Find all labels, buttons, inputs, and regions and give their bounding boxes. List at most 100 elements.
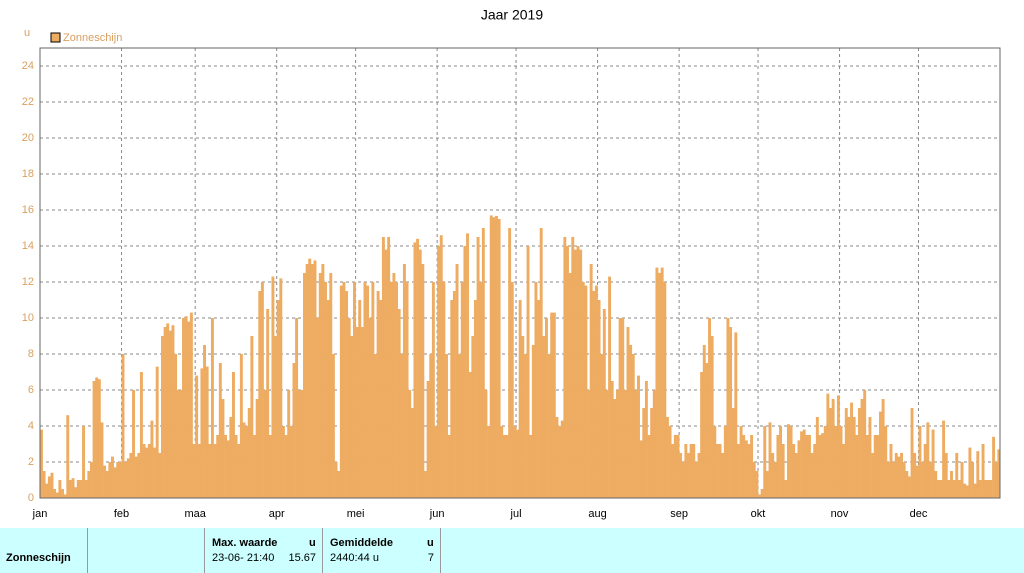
bar <box>429 354 433 498</box>
bar <box>103 465 107 498</box>
bar <box>773 462 777 498</box>
bar <box>886 462 890 498</box>
header: u <box>427 537 434 549</box>
bar <box>623 390 627 498</box>
x-tick-label: aug <box>588 508 606 520</box>
bar <box>89 462 93 498</box>
bar <box>850 402 854 498</box>
bar <box>155 366 159 498</box>
bar <box>594 285 598 498</box>
bar <box>821 433 825 498</box>
bar <box>550 312 554 498</box>
bar <box>205 366 209 498</box>
bar <box>694 462 698 498</box>
bar <box>752 462 756 498</box>
bar <box>489 215 493 498</box>
bar <box>153 447 157 498</box>
y-tick-label: 12 <box>22 276 34 288</box>
bar <box>939 480 943 498</box>
bar <box>313 260 317 498</box>
bar <box>655 267 659 498</box>
bar <box>232 372 235 498</box>
bar <box>942 420 946 498</box>
bar <box>689 444 693 498</box>
bar <box>126 458 130 498</box>
bar <box>510 282 514 498</box>
bar <box>976 451 980 498</box>
bar <box>663 282 667 498</box>
bar <box>736 444 740 498</box>
bar <box>587 390 590 498</box>
bar <box>163 327 167 498</box>
bar <box>718 444 722 498</box>
bar <box>137 453 141 498</box>
bar <box>692 444 696 498</box>
cell-text: 15.67 <box>288 552 316 564</box>
bar <box>986 480 990 498</box>
bar <box>350 336 354 498</box>
bar <box>321 264 325 498</box>
bar <box>894 453 898 498</box>
bar <box>160 336 164 498</box>
bar <box>195 375 199 498</box>
bar <box>118 462 122 498</box>
bar <box>950 471 953 498</box>
bar <box>710 336 714 498</box>
bar <box>926 422 930 498</box>
bar <box>865 435 869 498</box>
table-cell: Gemiddelde u 2440:44 u 7 <box>323 528 441 573</box>
bar <box>334 462 338 498</box>
bar <box>581 282 585 498</box>
bar <box>805 435 809 498</box>
bar <box>105 471 109 498</box>
bar <box>842 444 846 498</box>
bar <box>784 480 788 498</box>
bar <box>45 483 49 498</box>
bar <box>421 264 425 498</box>
y-tick-label: 20 <box>22 132 34 144</box>
bar <box>500 426 504 498</box>
bar <box>621 318 625 498</box>
x-tick-label: sep <box>670 508 688 520</box>
bar <box>395 282 398 498</box>
bar <box>758 494 761 498</box>
bar <box>61 489 64 498</box>
bar <box>639 440 643 498</box>
bar <box>360 327 364 498</box>
bar <box>734 332 738 498</box>
cell-text: 2440:44 u <box>330 552 379 564</box>
bar <box>634 390 638 498</box>
bar <box>529 435 533 498</box>
bar <box>145 447 149 498</box>
bar <box>53 489 57 498</box>
bar <box>113 467 117 498</box>
bar <box>295 318 299 498</box>
bar <box>923 444 927 498</box>
bar <box>47 476 51 498</box>
bar <box>697 453 701 498</box>
bar <box>789 426 793 498</box>
bar <box>363 282 367 498</box>
bar <box>876 435 880 498</box>
legend-label: Zonneschijn <box>63 32 122 44</box>
bar <box>868 417 872 498</box>
bar <box>744 440 748 498</box>
bar <box>981 444 985 498</box>
bar <box>79 480 83 498</box>
bar <box>274 336 278 498</box>
y-tick-label: 0 <box>28 492 34 504</box>
x-tick-label: nov <box>831 508 849 520</box>
bar <box>563 237 567 498</box>
bar <box>642 408 646 498</box>
bar <box>400 354 404 498</box>
chart-title: Jaar 2019 <box>481 7 543 23</box>
bar <box>250 336 254 498</box>
bar <box>978 480 982 498</box>
chart: Jaar 2019 u Zonneschijn 0246810121416182… <box>22 7 1001 520</box>
bar <box>860 399 864 498</box>
y-tick-label: 22 <box>22 96 34 108</box>
bar <box>392 273 396 498</box>
bar <box>957 480 961 498</box>
bar <box>513 426 517 498</box>
bar <box>40 429 43 498</box>
